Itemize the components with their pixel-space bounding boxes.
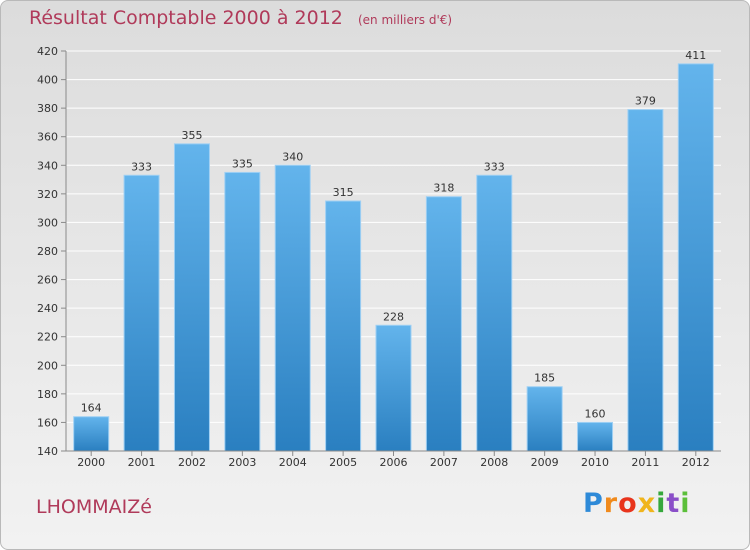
- y-tick-label: 220: [37, 331, 58, 344]
- bar-2007: [425, 196, 462, 452]
- y-tick-label: 240: [37, 302, 58, 315]
- bar-value-label: 335: [232, 157, 253, 170]
- logo-letter: t: [666, 488, 681, 519]
- bar-value-label: 228: [383, 310, 404, 323]
- x-tick-label: 2006: [380, 456, 408, 469]
- bar-2010: [577, 421, 614, 452]
- x-tick-label: 2005: [329, 456, 357, 469]
- x-tick-label: 2008: [480, 456, 508, 469]
- y-tick-label: 200: [37, 359, 58, 372]
- x-tick-label: 2007: [430, 456, 458, 469]
- bar-value-label: 333: [131, 160, 152, 173]
- bar-2012: [677, 63, 714, 452]
- bar-value-label: 333: [484, 160, 505, 173]
- bar-value-label: 355: [181, 129, 202, 142]
- y-tick-label: 340: [37, 159, 58, 172]
- y-tick-label: 320: [37, 188, 58, 201]
- bar-2005: [325, 200, 362, 452]
- bar-value-label: 340: [282, 150, 303, 163]
- y-tick-label: 160: [37, 416, 58, 429]
- chart-title-main: Résultat Comptable 2000 à 2012: [29, 7, 343, 29]
- bar-value-label: 318: [433, 182, 454, 195]
- y-tick-label: 300: [37, 216, 58, 229]
- x-tick-label: 2000: [77, 456, 105, 469]
- bar-value-label: 315: [333, 186, 354, 199]
- logo-letter: i: [680, 488, 691, 519]
- bar-value-label: 160: [585, 407, 606, 420]
- bar-2001: [123, 174, 160, 452]
- logo-letter: x: [637, 488, 657, 519]
- chart-title: Résultat Comptable 2000 à 2012 (en milli…: [29, 7, 452, 29]
- logo-letter: i: [656, 488, 667, 519]
- x-tick-label: 2003: [228, 456, 256, 469]
- bar-2002: [173, 143, 210, 452]
- place-name: LHOMMAIZé: [36, 496, 152, 518]
- bar-2011: [627, 109, 664, 452]
- bar-2000: [73, 416, 110, 452]
- y-tick-label: 280: [37, 245, 58, 258]
- logo-letter: o: [618, 488, 638, 519]
- chart-title-unit: (en milliers d'€): [357, 13, 453, 27]
- x-tick-label: 2002: [178, 456, 206, 469]
- y-tick-label: 360: [37, 131, 58, 144]
- bar-value-label: 379: [635, 95, 656, 108]
- bar-2003: [224, 171, 261, 452]
- y-tick-label: 400: [37, 74, 58, 87]
- bar-value-label: 411: [685, 49, 706, 62]
- x-tick-label: 2004: [279, 456, 307, 469]
- proxiti-logo: Proxiti: [583, 488, 691, 519]
- y-tick-label: 380: [37, 102, 58, 115]
- x-tick-label: 2010: [581, 456, 609, 469]
- bar-2004: [274, 164, 311, 452]
- bar-2009: [526, 386, 563, 452]
- x-tick-label: 2011: [631, 456, 659, 469]
- logo-letter: r: [603, 488, 619, 519]
- x-tick-label: 2001: [128, 456, 156, 469]
- y-tick-label: 180: [37, 388, 58, 401]
- y-tick-label: 140: [37, 445, 58, 458]
- bar-2008: [476, 174, 513, 452]
- x-tick-label: 2009: [531, 456, 559, 469]
- bar-2006: [375, 324, 412, 452]
- bar-value-label: 185: [534, 372, 555, 385]
- y-tick-label: 420: [37, 45, 58, 58]
- x-tick-label: 2012: [682, 456, 710, 469]
- bar-value-label: 164: [81, 402, 102, 415]
- y-tick-label: 260: [37, 274, 58, 287]
- logo-letter: P: [583, 488, 604, 519]
